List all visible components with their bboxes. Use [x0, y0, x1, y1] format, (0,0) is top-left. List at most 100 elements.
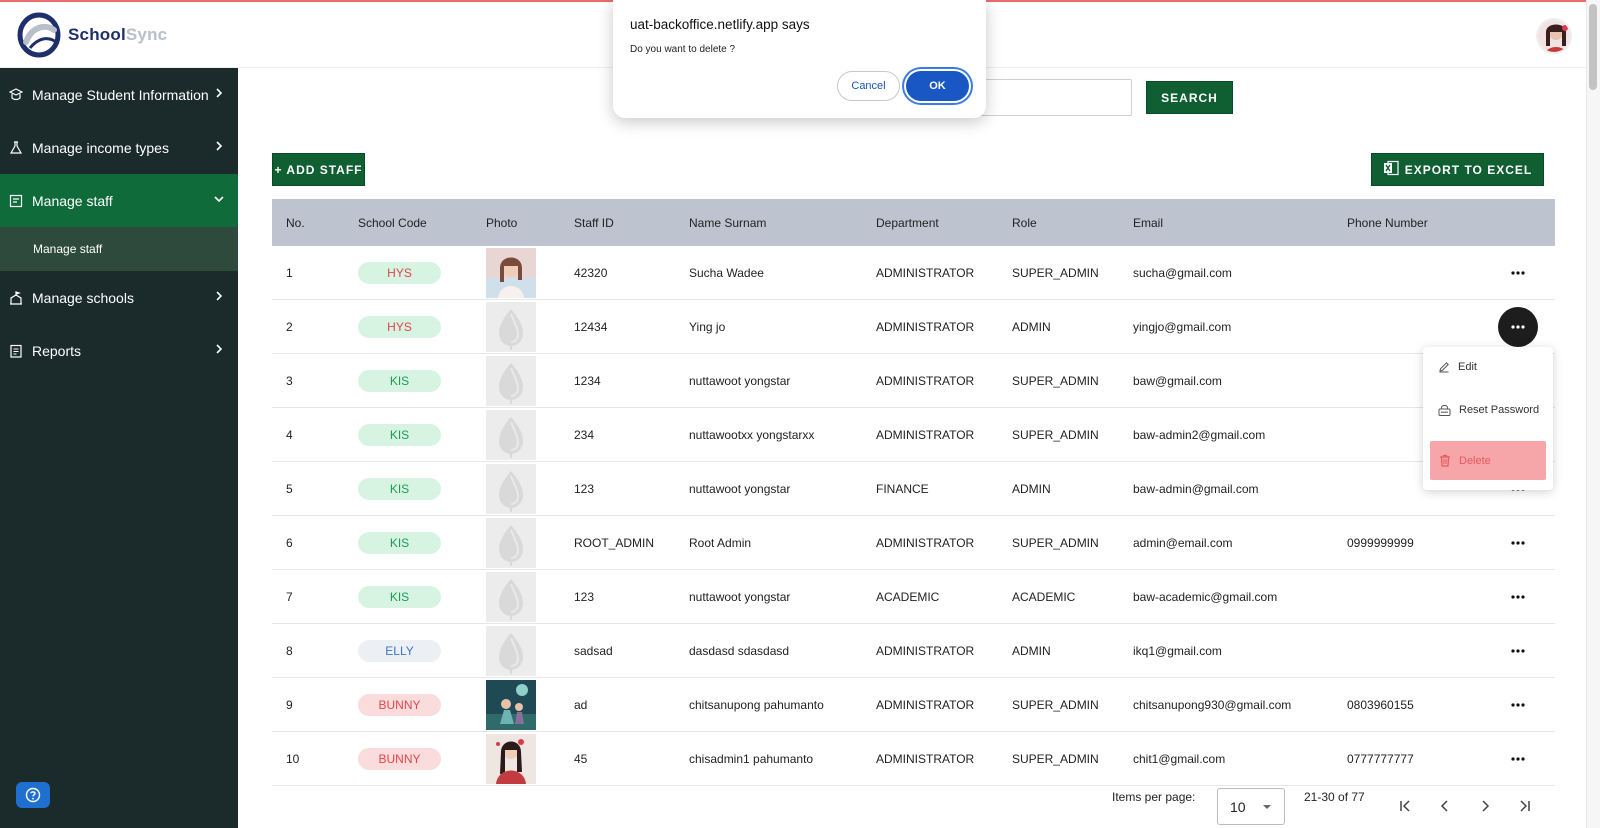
report-icon [8, 343, 24, 359]
cell-email: yingjo@gmail.com [1133, 319, 1232, 334]
more-options-button[interactable] [1498, 306, 1538, 347]
more-options-button[interactable] [1498, 685, 1538, 725]
sidebar-item-income-types[interactable]: Manage income types [0, 121, 238, 174]
more-options-button[interactable] [1498, 253, 1538, 293]
dialog-ok-button[interactable]: OK [906, 71, 969, 101]
school-code-badge: HYS [358, 261, 441, 284]
sidebar-item-manage-schools[interactable]: Manage schools [0, 271, 238, 324]
chevron-left-icon [1440, 800, 1448, 812]
header-phone: Phone Number [1347, 215, 1428, 230]
last-page-icon [1520, 800, 1530, 812]
scrollbar-thumb[interactable] [1589, 4, 1597, 90]
sidebar-item-manage-staff[interactable]: Manage staff [0, 174, 238, 227]
more-dots-icon [1511, 756, 1525, 761]
cell-photo [486, 462, 536, 515]
next-page-button[interactable] [1478, 799, 1492, 818]
excel-icon [1383, 160, 1399, 179]
last-page-button[interactable] [1518, 799, 1532, 818]
cell-name: chisadmin1 pahumanto [689, 751, 814, 766]
more-options-button[interactable] [1498, 577, 1538, 617]
cell-department: ADMINISTRATOR [876, 265, 975, 280]
cell-school-code: KIS [358, 570, 441, 623]
cell-photo [486, 516, 536, 569]
page-scrollbar[interactable] [1586, 0, 1600, 828]
user-avatar[interactable] [1536, 18, 1572, 54]
cell-name: nuttawoot yongstar [689, 589, 791, 604]
cell-no: 3 [286, 373, 293, 388]
school-code-badge: KIS [358, 585, 441, 608]
more-options-button[interactable] [1498, 631, 1538, 671]
sidebar-item-student-information[interactable]: Manage Student Information [0, 68, 238, 121]
table-row[interactable]: 8 ELLY sadsad dasdasd sdasdasd ADMINISTRATOR… [272, 624, 1555, 678]
add-staff-button[interactable]: + ADD STAFF [272, 153, 365, 186]
more-options-button[interactable] [1498, 739, 1538, 779]
items-per-page-select[interactable]: 10 [1217, 788, 1285, 825]
lock-icon [1438, 404, 1451, 416]
school-icon [8, 290, 24, 306]
cell-school-code: BUNNY [358, 732, 441, 785]
cell-actions [1498, 570, 1538, 623]
help-button[interactable] [16, 782, 50, 808]
table-row[interactable]: 7 KIS 123 nuttawoot yongstar ACADEMIC ACADEMI… [272, 570, 1555, 624]
sidebar-item-reports[interactable]: Reports [0, 324, 238, 377]
cell-department: ADMINISTRATOR [876, 373, 975, 388]
app-logo[interactable]: SchoolSync [16, 12, 167, 58]
cell-phone: 0803960155 [1347, 697, 1414, 712]
cell-role: SUPER_ADMIN [1012, 265, 1099, 280]
reset-password-menu-item[interactable]: Reset Password [1423, 390, 1553, 430]
more-options-button[interactable] [1498, 523, 1538, 563]
pencil-icon [1439, 362, 1449, 373]
cell-department: FINANCE [876, 481, 929, 496]
chevron-right-icon [212, 289, 226, 303]
cell-name: chitsanupong pahumanto [689, 697, 824, 712]
table-row[interactable]: 3 KIS 1234 nuttawoot yongstar ADMINISTRATOR S… [272, 354, 1555, 408]
search-button[interactable]: SEARCH [1146, 81, 1233, 114]
sidebar-item-label: Manage schools [32, 289, 134, 306]
header-staff-id: Staff ID [574, 215, 614, 230]
first-page-button[interactable] [1398, 799, 1412, 818]
school-code-badge: HYS [358, 315, 441, 338]
caret-down-icon [1263, 805, 1271, 809]
cell-email: baw-admin@gmail.com [1133, 481, 1259, 496]
table-row[interactable]: 6 KIS ROOT_ADMIN Root Admin ADMINISTRATOR SUP… [272, 516, 1555, 570]
cell-actions [1498, 624, 1538, 677]
cell-school-code: KIS [358, 354, 441, 407]
school-code-badge: ELLY [358, 639, 441, 662]
export-label: EXPORT TO EXCEL [1404, 162, 1533, 177]
sidebar-item-label: Manage staff [32, 192, 113, 209]
dialog-cancel-button[interactable]: Cancel [837, 71, 900, 101]
table-row[interactable]: 1 HYS 42320 Sucha Wadee ADMINISTRATOR SUPER_A… [272, 246, 1555, 300]
items-per-page-value: 10 [1230, 798, 1246, 815]
sidebar-item-label: Reports [32, 342, 82, 359]
table-row[interactable]: 10 BUNNY 45 chisadmin1 pahumanto ADMINISTRAT… [272, 732, 1555, 786]
header-no: No. [286, 215, 305, 230]
previous-page-button[interactable] [1438, 799, 1452, 818]
dialog-title: uat-backoffice.netlify.app says [630, 17, 810, 32]
export-to-excel-button[interactable]: EXPORT TO EXCEL [1371, 153, 1544, 186]
more-dots-icon [1511, 270, 1525, 275]
table-row[interactable]: 4 KIS 234 nuttawootxx yongstarxx ADMINISTRAT… [272, 408, 1555, 462]
student-icon [8, 87, 24, 103]
edit-menu-item[interactable]: Edit [1423, 347, 1553, 387]
cell-school-code: KIS [358, 408, 441, 461]
table-row[interactable]: 2 HYS 12434 Ying jo ADMINISTRATOR ADMIN yingjo… [272, 300, 1555, 354]
cell-school-code: KIS [358, 462, 441, 515]
sidebar-subitem-manage-staff[interactable]: Manage staff [0, 227, 238, 271]
school-code-badge: KIS [358, 369, 441, 392]
chevron-right-icon [212, 342, 226, 356]
table-row[interactable]: 5 KIS 123 nuttawoot yongstar FINANCE ADMIN baw… [272, 462, 1555, 516]
table-body: 1 HYS 42320 Sucha Wadee ADMINISTRATOR SUPER_A… [272, 246, 1555, 786]
cell-role: ADMIN [1012, 481, 1051, 496]
cell-staff-id: 123 [574, 481, 595, 496]
cell-email: sucha@gmail.com [1133, 265, 1232, 280]
table-row[interactable]: 9 BUNNY ad chitsanupong pahumanto ADMINISTRA… [272, 678, 1555, 732]
delete-menu-item[interactable]: Delete [1430, 441, 1546, 480]
cell-photo [486, 354, 536, 407]
staff-board-icon [8, 193, 24, 209]
cell-name: dasdasd sdasdasd [689, 643, 790, 658]
cell-name: nuttawootxx yongstarxx [689, 427, 815, 442]
cell-department: ADMINISTRATOR [876, 535, 975, 550]
cell-no: 5 [286, 481, 293, 496]
cell-name: nuttawoot yongstar [689, 481, 791, 496]
cell-email: ikq1@gmail.com [1133, 643, 1222, 658]
